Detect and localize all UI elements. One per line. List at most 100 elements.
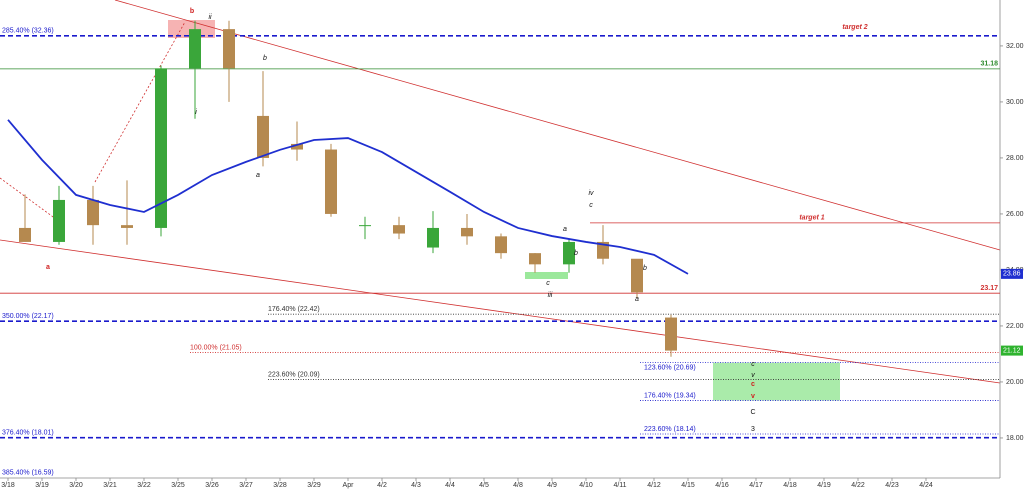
y-tick-label: 28.00 (1006, 155, 1024, 162)
wave-label: 3 (751, 426, 755, 433)
trend-line (94, 21, 186, 183)
wave-label: v (751, 393, 755, 400)
wave-label: c (751, 381, 755, 388)
x-tick-label: 4/18 (783, 482, 797, 489)
x-tick-label: 4/9 (547, 482, 557, 489)
wave-label: C (750, 409, 755, 416)
wave-label: b (190, 8, 194, 15)
moving-average (7, 119, 689, 275)
y-tick-label: 32.00 (1006, 43, 1024, 50)
x-tick-label: 3/21 (103, 482, 117, 489)
level-label: 385.40% (16.59) (2, 469, 54, 476)
level-label: 223.60% (18.14) (644, 426, 696, 433)
y-tick-label: 26.00 (1006, 211, 1024, 218)
level-label: 285.40% (32.36) (2, 28, 54, 35)
wave-label: a (635, 296, 639, 303)
candle-body (223, 29, 235, 69)
wave-label: c (546, 280, 550, 287)
x-tick-label: 4/8 (513, 482, 523, 489)
candle-body (597, 241, 609, 259)
x-tick-label: 3/27 (239, 482, 253, 489)
candle-body (631, 258, 643, 293)
candle-body (189, 29, 201, 69)
price-tag-label: 23.86 (1003, 271, 1021, 278)
x-tick-label: 4/10 (579, 482, 593, 489)
y-tick-label: 20.00 (1006, 379, 1024, 386)
candle-body (427, 227, 439, 248)
level-label: 376.40% (18.01) (2, 430, 54, 437)
trend-line (0, 239, 1001, 384)
wave-label: c (589, 202, 593, 209)
candle-body (19, 227, 31, 242)
highlight-box (525, 272, 568, 279)
level-label: 176.40% (19.34) (644, 392, 696, 399)
x-tick-label: 4/5 (479, 482, 489, 489)
candle-body (393, 225, 405, 234)
x-tick-label: 4/3 (411, 482, 421, 489)
wave-label: b (643, 265, 647, 272)
candle-body (495, 236, 507, 254)
x-tick-label: 3/22 (137, 482, 151, 489)
candle-body (665, 317, 677, 351)
candle-body (53, 199, 65, 242)
x-tick-label: 3/28 (273, 482, 287, 489)
level-label: 223.60% (20.09) (268, 371, 320, 378)
candle-body (155, 68, 167, 228)
x-tick-label: 4/2 (377, 482, 387, 489)
price-tag (1001, 268, 1023, 279)
y-tick-label: 18.00 (1006, 435, 1024, 442)
level-label: 100.00% (21.05) (190, 344, 242, 351)
level-label: 23.17 (980, 285, 998, 292)
wave-label: c (751, 361, 755, 368)
wave-label: iv (588, 190, 594, 197)
x-tick-label: 4/23 (885, 482, 899, 489)
wave-label: i (195, 109, 197, 116)
wave-label: ii (208, 14, 212, 21)
candle-body (291, 143, 303, 150)
price-tag (1001, 345, 1023, 356)
wave-label: a (46, 264, 50, 271)
x-tick-label: 4/15 (681, 482, 695, 489)
candle-body (87, 199, 99, 226)
x-tick-label: 3/26 (205, 482, 219, 489)
candle-body (257, 115, 269, 158)
wave-label: iii (548, 292, 553, 299)
wave-label: target 2 (842, 24, 867, 31)
x-tick-label: 4/11 (613, 482, 626, 489)
target-zone (713, 362, 840, 401)
x-tick-label: 4/17 (749, 482, 763, 489)
x-tick-label: 4/19 (817, 482, 831, 489)
x-tick-label: 3/29 (307, 482, 321, 489)
candle-body (563, 241, 575, 265)
wave-label: v (751, 372, 755, 379)
price-tag-label: 21.12 (1003, 347, 1021, 354)
x-tick-label: 3/18 (1, 482, 15, 489)
level-label: 350.00% (22.17) (2, 313, 54, 320)
level-label: 176.40% (22.42) (268, 306, 320, 313)
trend-line (0, 177, 61, 223)
x-tick-label: 3/20 (69, 482, 83, 489)
candle-body (325, 149, 337, 214)
y-tick-label: 30.00 (1006, 99, 1024, 106)
x-tick-label: 4/4 (445, 482, 455, 489)
x-tick-label: 3/25 (171, 482, 185, 489)
highlight-box (168, 20, 215, 38)
candle-body (529, 253, 541, 265)
level-label: 31.18 (980, 61, 998, 68)
level-label: target 1 (799, 215, 824, 222)
candle-body (121, 225, 133, 228)
x-tick-label: 4/12 (647, 482, 661, 489)
candle-body (461, 227, 473, 237)
trend-line (114, 0, 1001, 251)
level-label: 123.60% (20.69) (644, 364, 696, 371)
x-tick-label: 3/19 (35, 482, 49, 489)
y-tick-label: 22.00 (1006, 323, 1024, 330)
wave-label: b (574, 250, 578, 257)
wave-label: b (263, 55, 267, 62)
x-tick-label: 4/22 (851, 482, 865, 489)
wave-label: a (563, 226, 567, 233)
x-tick-label: 4/16 (715, 482, 729, 489)
candle-body (359, 225, 371, 227)
